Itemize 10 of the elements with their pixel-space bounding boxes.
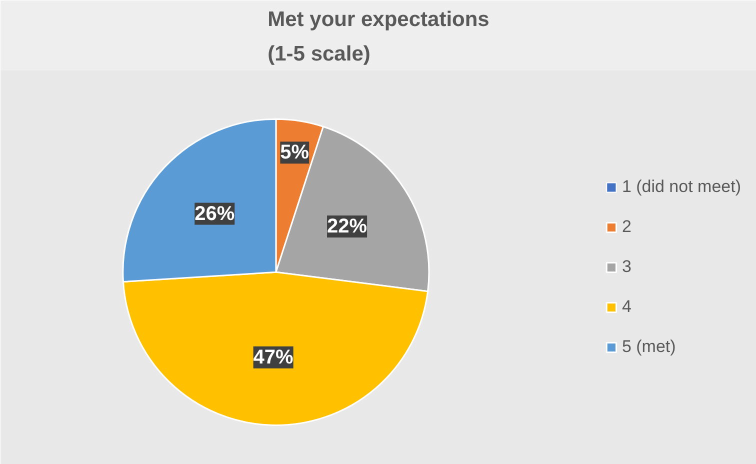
legend-label: 1 (did not meet) (622, 177, 741, 197)
chart-title: Met your expectations (1-5 scale) (268, 8, 490, 66)
legend-label: 2 (622, 217, 632, 237)
data-label: 22% (327, 215, 368, 238)
data-label: 5% (280, 142, 310, 164)
data-label: 26% (194, 202, 235, 225)
legend-label: 4 (622, 297, 632, 317)
data-label: 47% (253, 346, 294, 368)
legend-label: 3 (622, 257, 632, 277)
legend-label: 5 (met) (622, 337, 676, 357)
